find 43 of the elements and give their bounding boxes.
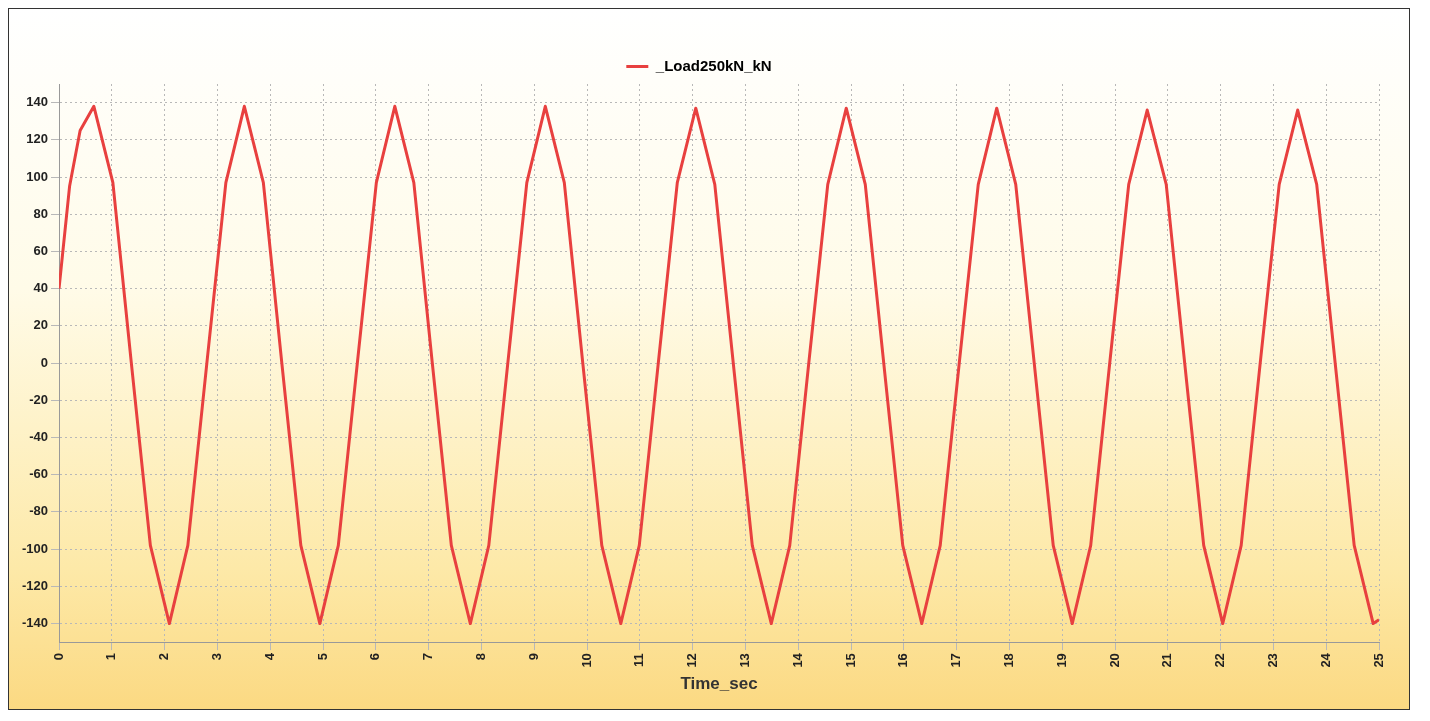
y-tick-label: 40: [33, 280, 49, 296]
x-tick-label: 7: [420, 653, 436, 661]
y-tick-label: 0: [40, 354, 49, 370]
x-tick-label: 17: [948, 653, 964, 668]
x-tick-label: 8: [472, 653, 488, 661]
x-tick-label: 23: [1264, 653, 1280, 668]
y-tick-label: -40: [29, 429, 49, 445]
x-tick-label: 16: [895, 653, 911, 668]
x-tick-label: 11: [631, 653, 647, 667]
x-axis-title: Time_sec: [680, 674, 758, 694]
y-tick-label: -100: [21, 540, 49, 556]
x-tick-label: 3: [208, 653, 224, 661]
x-tick-label: 6: [367, 653, 383, 661]
y-tick-label: 60: [33, 243, 49, 259]
x-tick-label: 5: [314, 653, 330, 661]
x-tick-label: 15: [842, 653, 858, 668]
x-tick-label: 21: [1159, 653, 1175, 668]
legend-label: _Load250kN_kN: [654, 56, 772, 74]
y-tick-label: -140: [21, 615, 49, 631]
x-tick-label: 19: [1053, 653, 1069, 668]
y-tick-label: 20: [33, 317, 49, 333]
y-tick-label: -20: [29, 391, 49, 407]
x-tick-label: 13: [736, 653, 752, 668]
x-tick-label: 9: [525, 653, 541, 661]
x-tick-label: 4: [261, 652, 277, 661]
x-tick-label: 14: [789, 652, 805, 668]
x-tick-label: 24: [1317, 652, 1333, 668]
x-tick-label: 0: [50, 653, 66, 661]
x-tick-label: 2: [156, 653, 172, 661]
x-tick-label: 1: [103, 653, 119, 661]
x-tick-label: 12: [684, 653, 700, 668]
y-tick-label: 140: [26, 94, 49, 110]
y-tick-label: 100: [26, 168, 49, 184]
y-tick-label: 80: [33, 205, 49, 221]
x-tick-label: 22: [1212, 653, 1228, 668]
y-tick-label: -60: [29, 466, 49, 482]
x-tick-label: 10: [578, 653, 594, 668]
y-tick-label: -120: [21, 577, 49, 593]
y-tick-label: 120: [26, 131, 49, 147]
x-tick-label: 25: [1370, 653, 1386, 668]
x-tick-label: 20: [1106, 653, 1122, 668]
x-tick-label: 18: [1000, 653, 1016, 668]
y-tick-label: -80: [29, 503, 49, 519]
